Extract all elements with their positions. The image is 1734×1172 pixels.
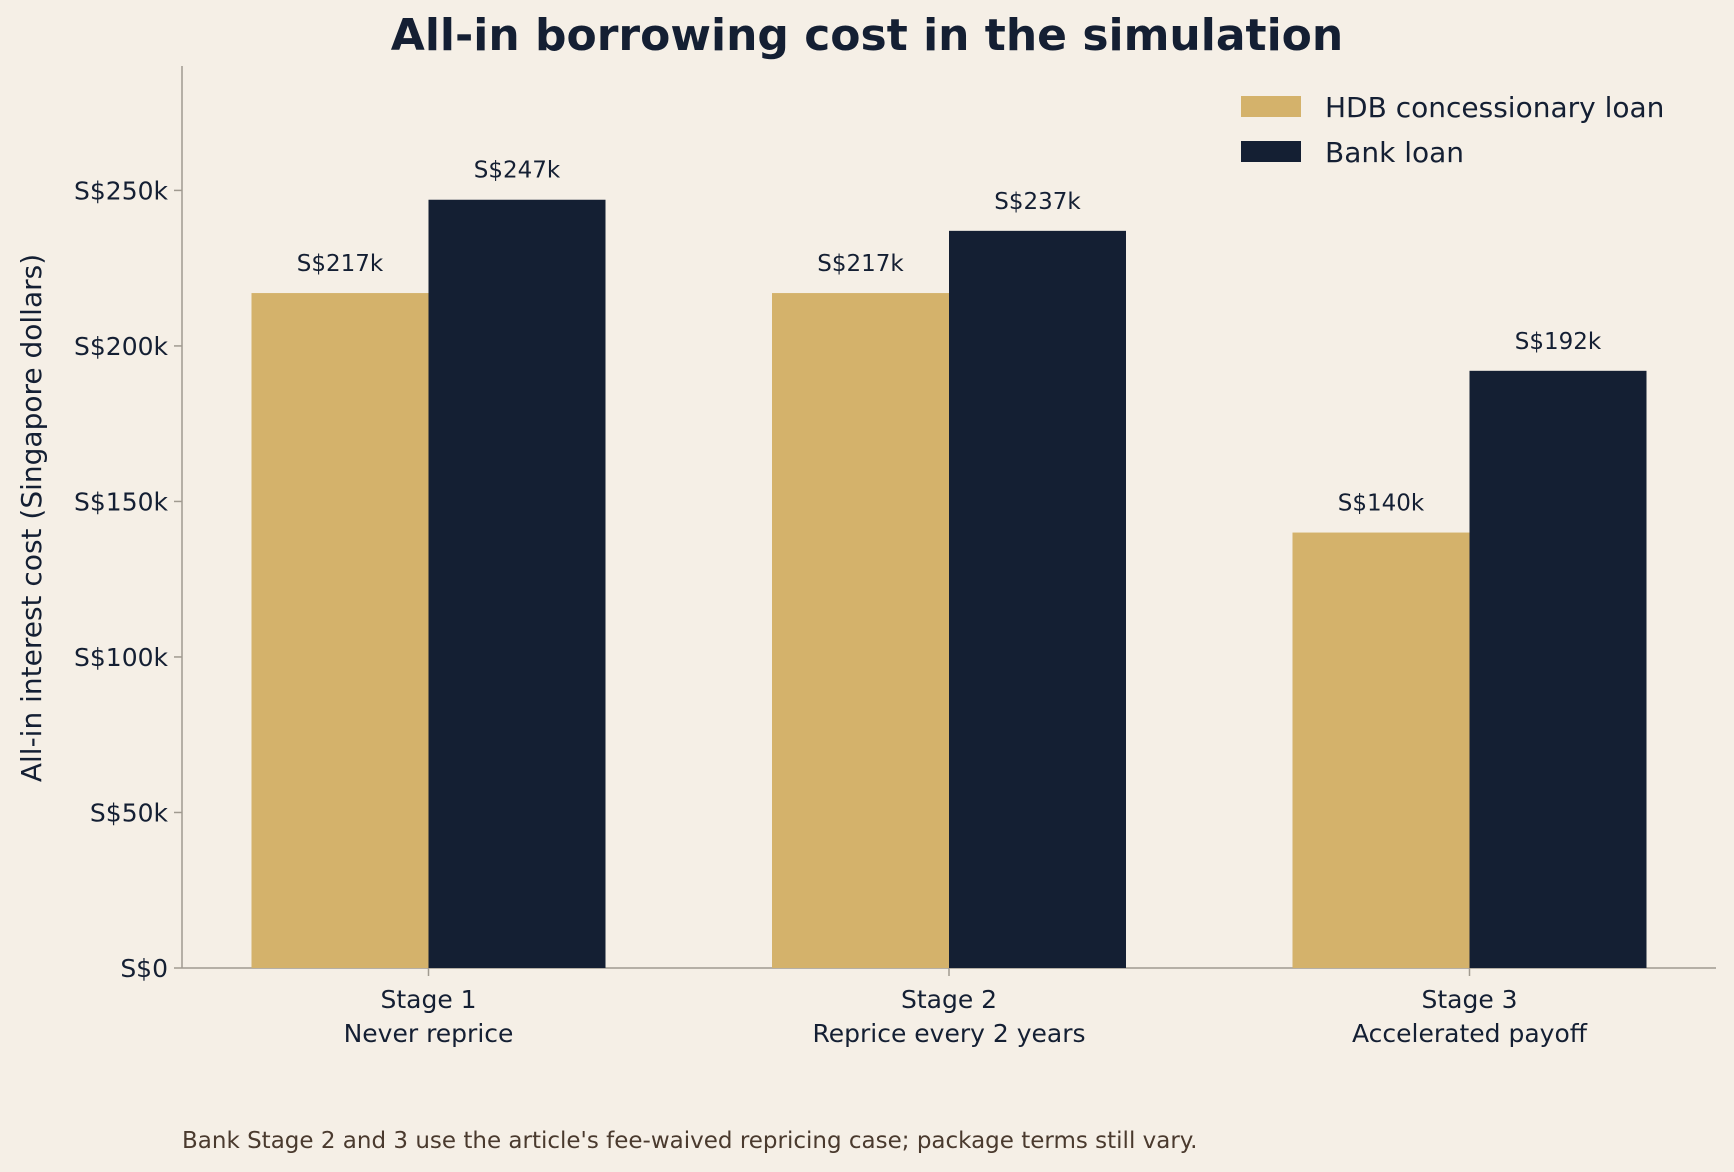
y-tick-label: S$200k xyxy=(74,332,168,361)
x-tick-label-strategy: Reprice every 2 years xyxy=(812,1019,1085,1048)
bar-value-label: S$247k xyxy=(474,158,561,184)
y-tick-label: S$0 xyxy=(120,954,168,983)
legend: HDB concessionary loan Bank loan xyxy=(1241,91,1664,169)
x-tick-label-strategy: Accelerated payoff xyxy=(1352,1019,1588,1048)
y-tick-label: S$100k xyxy=(74,643,168,672)
bar-hdb-stage-2 xyxy=(772,293,949,968)
x-tick-label-stage: Stage 2 xyxy=(901,985,997,1014)
bar-bank-stage-1 xyxy=(428,199,606,969)
bar-hdb-stage-1 xyxy=(251,293,429,968)
bars-group xyxy=(251,199,1647,969)
footnote: Bank Stage 2 and 3 use the article's fee… xyxy=(182,1128,1197,1154)
y-ticks-group: S$0 S$50k S$100k S$150k S$200k S$250k xyxy=(74,176,182,983)
bar-value-label: S$140k xyxy=(1338,491,1425,517)
x-ticks-group: Stage 1 Never reprice Stage 2 Reprice every… xyxy=(344,968,1588,1048)
legend-swatch-bank xyxy=(1241,141,1301,162)
bar-hdb-stage-3 xyxy=(1292,532,1470,968)
bar-value-label: S$217k xyxy=(817,251,904,277)
y-tick-label: S$150k xyxy=(74,487,168,516)
bar-value-label: S$192k xyxy=(1515,329,1602,355)
x-tick-label-stage: Stage 3 xyxy=(1421,985,1517,1014)
legend-label-hdb: HDB concessionary loan xyxy=(1325,91,1664,124)
y-axis-label: All-in interest cost (Singapore dollars) xyxy=(15,254,48,782)
y-tick-label: S$250k xyxy=(74,176,168,205)
x-tick-label-stage: Stage 1 xyxy=(380,985,476,1014)
legend-label-bank: Bank loan xyxy=(1325,136,1464,169)
bar-labels-group: S$217k S$247k S$217k S$237k S$140k S$192k xyxy=(297,158,1602,517)
bar-value-label: S$217k xyxy=(297,251,384,277)
legend-swatch-hdb xyxy=(1241,96,1301,117)
bar-value-label: S$237k xyxy=(994,189,1081,215)
bar-bank-stage-2 xyxy=(949,230,1126,969)
chart-title: All-in borrowing cost in the simulation xyxy=(391,10,1343,61)
y-tick-label: S$50k xyxy=(90,798,169,827)
bar-bank-stage-3 xyxy=(1469,370,1647,968)
x-tick-label-strategy: Never reprice xyxy=(344,1019,514,1048)
